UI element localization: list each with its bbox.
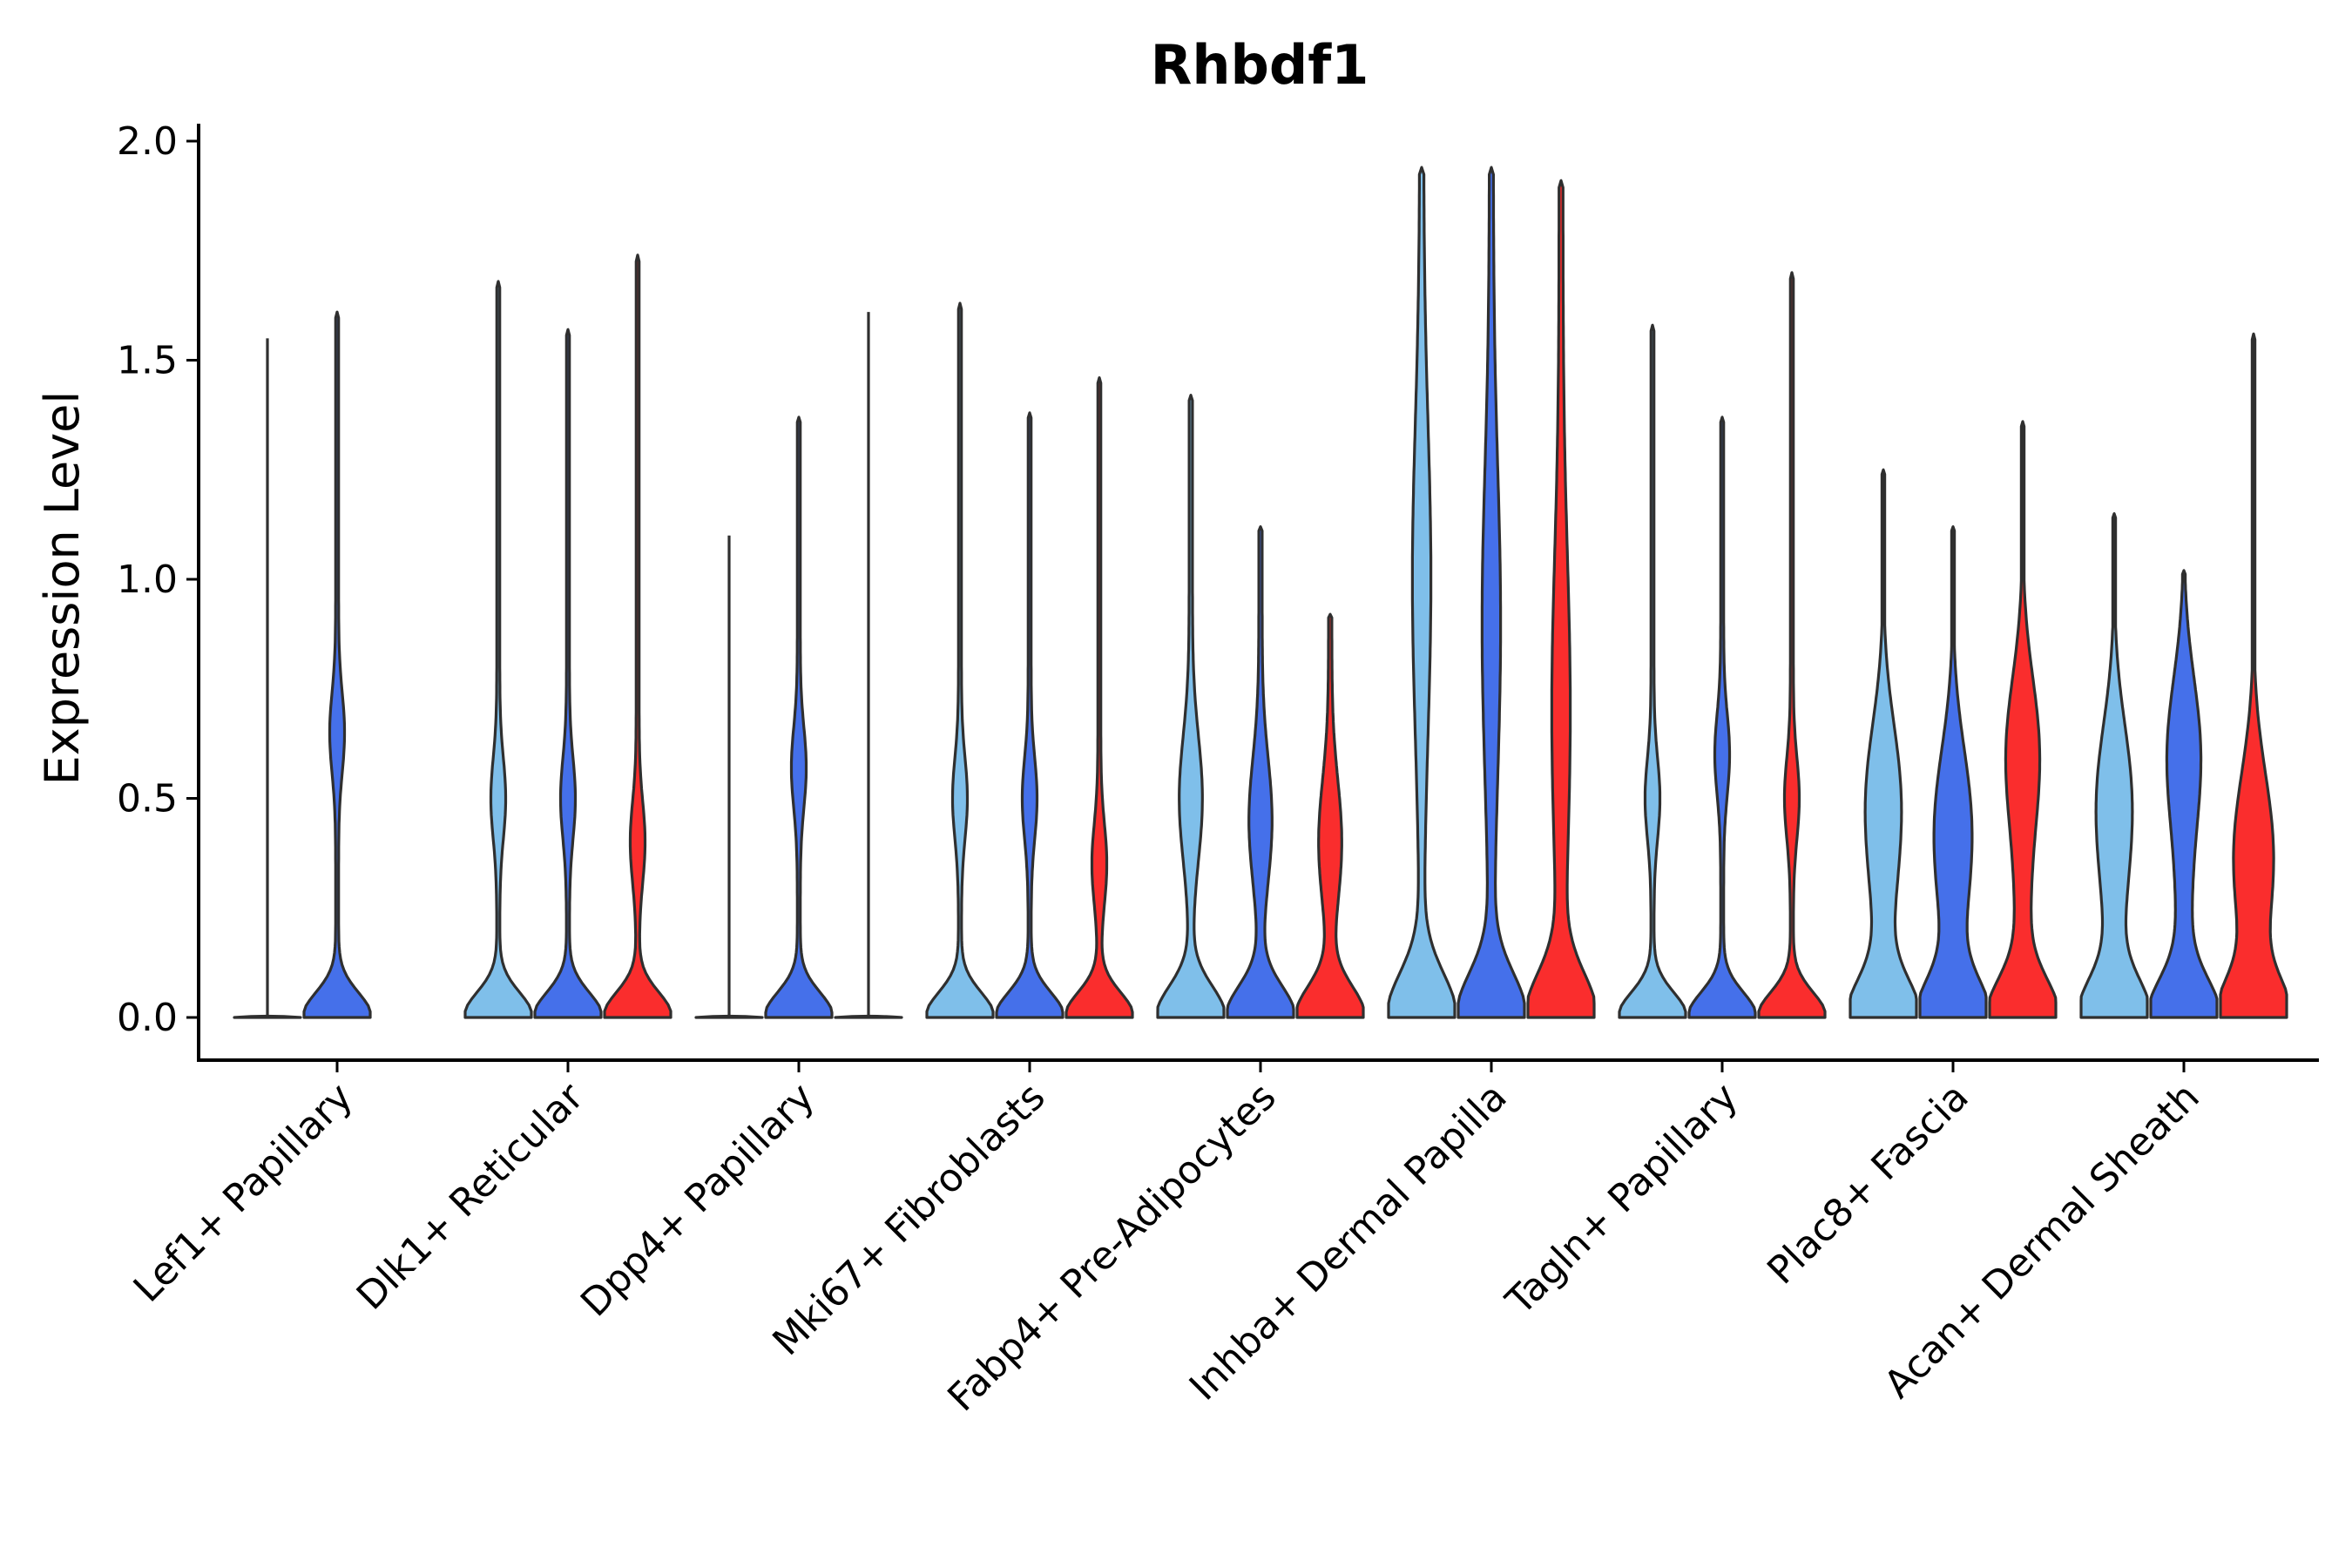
violin-3-1	[694, 535, 764, 1019]
violin-2-3	[603, 253, 672, 1019]
violin-5-3	[1295, 612, 1365, 1019]
violin-2-1	[463, 280, 533, 1019]
violin-body	[463, 280, 533, 1019]
y-ticks: 0.0 0.5 1.0 1.5 2.0	[117, 119, 199, 1040]
violin-9-1	[2079, 512, 2149, 1019]
violin-body	[302, 310, 372, 1019]
violin-8-1	[1848, 468, 1918, 1019]
violin-8-3	[1988, 420, 2058, 1019]
violin-body	[1064, 376, 1134, 1019]
violin-9-3	[2219, 332, 2288, 1019]
x-tick-label: Tagln+ Papillary	[1497, 1075, 1747, 1324]
violins-layer	[233, 166, 2288, 1019]
violin-body	[1387, 166, 1456, 1019]
violin-3-2	[764, 416, 834, 1019]
violin-body	[2219, 332, 2288, 1019]
violin-8-2	[1918, 525, 1988, 1019]
violin-body	[1156, 394, 1226, 1019]
violin-2-2	[533, 328, 603, 1019]
violin-6-3	[1526, 179, 1596, 1019]
violin-6-2	[1456, 166, 1526, 1019]
violin-1-1	[233, 338, 302, 1019]
violin-4-3	[1064, 376, 1134, 1019]
violin-body	[1226, 525, 1295, 1019]
violin-6-1	[1387, 166, 1456, 1019]
violin-body	[1757, 271, 1827, 1019]
y-axis-label: Expression Level	[35, 391, 90, 786]
violin-body	[2079, 512, 2149, 1019]
violin-body	[1918, 525, 1988, 1019]
violin-7-1	[1618, 323, 1687, 1019]
violin-body	[1456, 166, 1526, 1019]
y-tick-label: 0.0	[117, 996, 178, 1040]
violin-body	[1526, 179, 1596, 1019]
violin-3-3	[834, 312, 903, 1019]
violin-body	[533, 328, 603, 1019]
violin-body	[995, 411, 1064, 1019]
chart-title: Rhbdf1	[1151, 33, 1369, 97]
violin-body	[925, 301, 995, 1019]
x-tick-label: Plac8+ Fascia	[1759, 1075, 1977, 1294]
violin-4-2	[995, 411, 1064, 1019]
violin-body	[764, 416, 834, 1019]
axes-layer	[197, 124, 2319, 1062]
y-tick-label: 0.5	[117, 777, 178, 821]
violin-body	[1848, 468, 1918, 1019]
violin-body	[1988, 420, 2058, 1019]
x-tick-label: Lef1+ Papillary	[125, 1075, 362, 1311]
violin-body	[2149, 569, 2219, 1019]
violin-7-2	[1687, 416, 1757, 1019]
violin-body	[603, 253, 672, 1019]
violin-9-2	[2149, 569, 2219, 1019]
y-tick-label: 2.0	[117, 119, 178, 164]
violin-body	[1295, 612, 1365, 1019]
violin-5-1	[1156, 394, 1226, 1019]
y-tick-label: 1.5	[117, 339, 178, 383]
violin-4-1	[925, 301, 995, 1019]
violin-5-2	[1226, 525, 1295, 1019]
violin-body	[1618, 323, 1687, 1019]
x-tick-label: Dpp4+ Papillary	[572, 1075, 823, 1326]
y-tick-label: 1.0	[117, 558, 178, 602]
violin-7-3	[1757, 271, 1827, 1019]
violin-body	[1687, 416, 1757, 1019]
violin-1-2	[302, 310, 372, 1019]
x-tick-label: Dlk1+ Reticular	[348, 1074, 593, 1319]
